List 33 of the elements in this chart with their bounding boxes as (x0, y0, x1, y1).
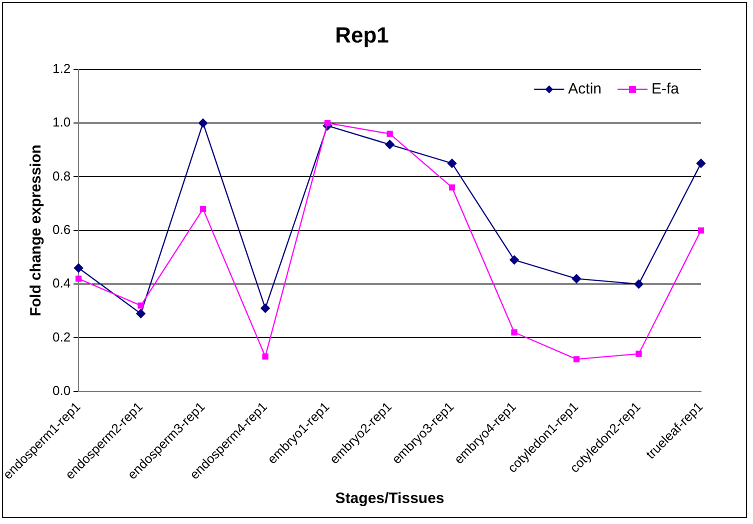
y-axis-title: Fold change expression (28, 144, 45, 316)
point (510, 255, 519, 265)
chart-title: Rep1 (335, 22, 389, 48)
point (138, 302, 144, 309)
legend-label: E-fa (651, 80, 680, 98)
point (136, 308, 146, 318)
point (448, 184, 456, 191)
point (260, 304, 270, 313)
point (511, 329, 518, 336)
y-tick-label: 0.0 (52, 382, 71, 398)
x-axis-title: Stages/Tissues (335, 490, 444, 508)
y-tick-label: 0.6 (52, 222, 71, 237)
point (573, 356, 580, 362)
point (385, 140, 394, 150)
y-tick-label: 1.0 (52, 114, 71, 130)
y-tick-label: 1.2 (52, 60, 71, 76)
point (200, 206, 206, 212)
point (198, 118, 208, 128)
point (75, 276, 82, 282)
point (386, 130, 393, 137)
y-tick-label: 0.2 (52, 329, 71, 344)
point (636, 350, 642, 357)
y-tick-label: 0.8 (52, 168, 71, 184)
point (572, 274, 582, 284)
point (696, 158, 706, 168)
point (74, 263, 84, 273)
point (634, 279, 644, 289)
point (262, 353, 268, 360)
legend-label: Actin (568, 80, 602, 98)
y-tick-label: 0.4 (52, 276, 71, 291)
point (698, 227, 704, 234)
point (324, 120, 331, 126)
point (447, 158, 457, 168)
